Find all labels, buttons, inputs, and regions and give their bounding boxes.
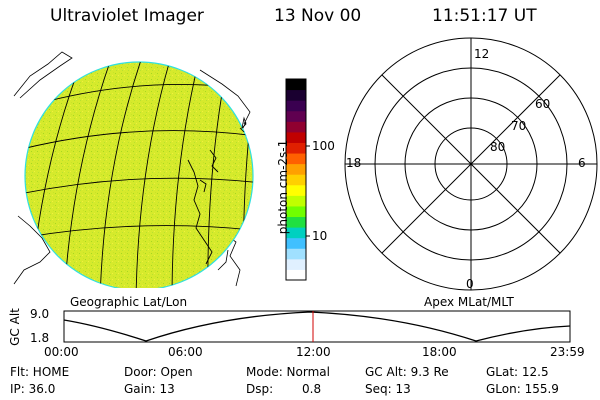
x-tick-0600: 06:00 — [168, 345, 203, 359]
colorbar-band — [286, 121, 306, 133]
app-title: Ultraviolet Imager — [50, 6, 204, 26]
colorbar-frame — [285, 78, 307, 281]
colorbar-band — [286, 79, 306, 91]
altitude-plot — [63, 310, 571, 343]
colorbar-band — [286, 195, 306, 207]
mlt-label-6: 6 — [578, 156, 586, 170]
colorbar-band — [286, 153, 306, 165]
colorbar-band — [286, 227, 306, 239]
globe-rim — [24, 61, 254, 288]
mlt-label-0: 0 — [466, 277, 474, 291]
status-glat: GLat: 12.5 — [486, 365, 549, 379]
colorbar-band — [286, 174, 306, 186]
colorbar-band — [286, 110, 306, 122]
mlat-label-70: 70 — [511, 119, 527, 133]
colorbar-band — [286, 216, 306, 228]
colorbar-band — [286, 269, 306, 281]
mlt-label-12: 12 — [474, 47, 490, 61]
alt-axis-label: GC Alt — [8, 308, 22, 346]
colorbar-label: photon cm-2s-1 — [276, 139, 290, 235]
colorbar-band — [286, 142, 306, 154]
x-tick-1800: 18:00 — [422, 345, 457, 359]
colorbar-band — [286, 131, 306, 143]
status-dsp-label: Dsp: — [246, 382, 274, 396]
alt-ymin: 1.8 — [30, 331, 50, 345]
status-flt: Flt: HOME — [10, 365, 70, 379]
status-mode: Mode: Normal — [246, 365, 330, 379]
status-seq: Seq: 13 — [365, 382, 411, 396]
colorbar-band — [286, 100, 306, 112]
status-door: Door: Open — [124, 365, 193, 379]
colorbar-band — [286, 163, 306, 175]
mlt-label-18: 18 — [346, 156, 362, 170]
status-glon: GLon: 155.9 — [486, 382, 559, 396]
geo-caption: Geographic Lat/Lon — [70, 295, 188, 309]
date-label: 13 Nov 00 — [274, 6, 362, 26]
colorbar-tick-100: 100 — [312, 139, 335, 153]
x-tick-1200: 12:00 — [296, 345, 331, 359]
x-tick-2359: 23:59 — [550, 345, 585, 359]
colorbar-band — [286, 184, 306, 196]
status-ip: IP: 36.0 — [10, 382, 56, 396]
globe-panel — [13, 51, 254, 288]
alt-ymax: 9.0 — [30, 307, 50, 321]
colorbar-band — [286, 237, 306, 249]
mlat-label-80: 80 — [490, 140, 506, 154]
colorbar-band — [286, 258, 306, 270]
mlat-label-60: 60 — [535, 97, 551, 111]
status-dsp-value: 0.8 — [302, 382, 322, 396]
uv-globe-disk — [25, 62, 253, 288]
colorbar-tick-10: 10 — [312, 229, 328, 243]
time-label: 11:51:17 UT — [432, 6, 537, 26]
colorbar-band — [286, 89, 306, 101]
apex-caption: Apex MLat/MLT — [424, 295, 514, 309]
status-gain: Gain: 13 — [124, 382, 175, 396]
colorbar-band — [286, 248, 306, 260]
altitude-curve — [63, 311, 571, 342]
polar-plot — [344, 37, 598, 291]
colorbar-band — [286, 205, 306, 218]
status-gc-alt: GC Alt: 9.3 Re — [365, 365, 449, 379]
colorbar — [285, 78, 310, 281]
x-tick-0000: 00:00 — [44, 345, 79, 359]
